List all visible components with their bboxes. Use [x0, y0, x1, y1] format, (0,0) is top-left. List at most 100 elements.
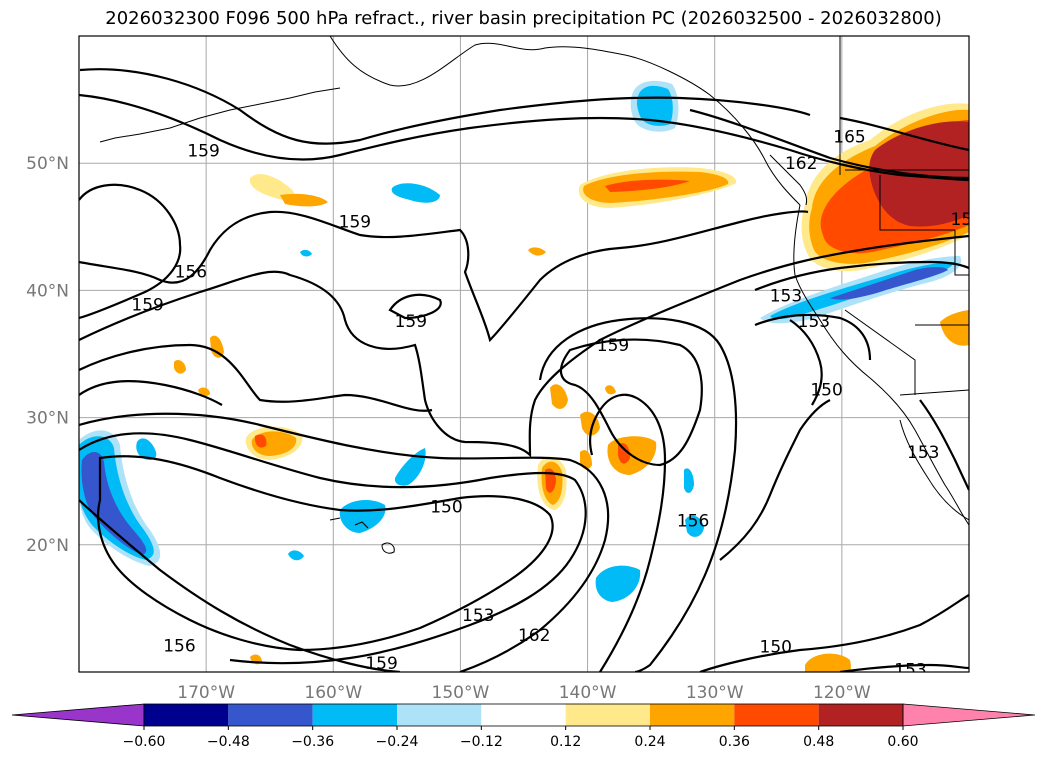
refractivity-contours [79, 68, 969, 672]
contour-162-a [689, 108, 969, 180]
shade-blob-blue-4 [339, 499, 386, 533]
colorbar-bin [228, 704, 313, 726]
colorbar-tick-label: 0.60 [887, 734, 918, 750]
contour-150-d [699, 594, 969, 672]
colorbar: −0.60 −0.48 −0.36 −0.24 −0.12 0.12 0.24 0.36 0.4… [11, 703, 1036, 750]
contour-label: 153 [462, 606, 494, 626]
lon-tick-label: 170°W [177, 683, 235, 703]
contour-label: 159 [365, 654, 397, 674]
coast-hawaii-1 [329, 517, 341, 521]
shade-blob-blue-6 [684, 468, 694, 493]
contour-159-c [79, 210, 809, 343]
coast-vancouver [769, 154, 808, 206]
shade-blob-orange-16 [805, 653, 851, 672]
colorbar-tick-label: 0.12 [550, 734, 581, 750]
shade-blob-blue-9 [300, 249, 312, 257]
shade-blob-blue-5 [595, 565, 641, 602]
contour-label: 150 [810, 381, 842, 401]
lat-tick-label: 50°N [26, 154, 69, 174]
contour-156-a [79, 234, 969, 458]
shade-blob-red-4 [254, 434, 267, 448]
contour-label: 159 [187, 141, 219, 161]
shade-red-band [605, 179, 690, 192]
shade-dateline-medblue [81, 451, 147, 555]
contour-150-a [789, 319, 823, 406]
contour-label: 159 [395, 312, 427, 332]
colorbar-extend-high [902, 703, 1036, 727]
contour-162-b [79, 68, 811, 145]
lon-tick-label: 130°W [686, 683, 744, 703]
colorbar-bin [481, 704, 566, 726]
contour-label: 165 [833, 127, 865, 147]
shade-blob-blue-8 [288, 550, 304, 561]
contour-label: 162 [518, 626, 550, 646]
shade-blob-blue-7 [685, 515, 704, 537]
contour-label: 153 [894, 660, 926, 680]
contour-153-a [79, 380, 223, 406]
shade-small-blue-1 [136, 438, 157, 460]
shade-pnw-darkred [869, 121, 969, 227]
contour-153-c [754, 260, 969, 292]
shade-blob-blue-2 [391, 183, 440, 203]
colorbar-bin [565, 704, 650, 726]
lon-tick-label: 140°W [559, 683, 617, 703]
contour-label: 153 [798, 312, 830, 332]
shade-blob-orange-18 [605, 385, 616, 395]
contour-150-c [97, 455, 554, 652]
contour-label: 159 [597, 336, 629, 356]
map-frame [78, 35, 970, 673]
shade-ca-medblue [830, 267, 948, 300]
coast-state-border-2 [879, 175, 955, 231]
colorbar-tick-label: 0.36 [719, 734, 750, 750]
coast-state-border-5 [844, 309, 916, 395]
map-title: 2026032300 F096 500 hPa refract., river … [105, 8, 942, 29]
contour-156-b [79, 343, 433, 412]
coast-hawaii-2 [354, 521, 369, 529]
coast-mex-border [899, 389, 969, 396]
coastlines [99, 36, 969, 554]
colorbar-bin [144, 704, 229, 726]
contour-153-b [754, 313, 872, 361]
coast-alaska [329, 36, 801, 206]
axis-tick-labels: 50°N 40°N 30°N 20°N 170°W 160°W 150°W 140°W 130°… [26, 154, 871, 703]
contour-156-d [79, 412, 610, 672]
contour-label: 159 [339, 213, 371, 233]
contour-label: 15 [951, 210, 973, 230]
colorbar-tick-label: −0.12 [460, 734, 503, 750]
contour-label: 156 [163, 636, 195, 656]
contour-label: 153 [770, 286, 802, 306]
coast-aleutians [99, 87, 341, 143]
lat-tick-label: 20°N [26, 536, 69, 556]
contour-156-e [719, 399, 831, 561]
contour-153-f [839, 663, 969, 672]
contour-label: 162 [785, 154, 817, 174]
shade-blob-orange-14 [528, 247, 546, 256]
shade-blob-orange-10 [580, 450, 592, 470]
colorbar-bin [734, 704, 819, 726]
precipitation-shading [79, 80, 969, 672]
lat-tick-label: 40°N [26, 281, 69, 301]
coast-state-border-4 [954, 230, 969, 276]
contour-label: 159 [131, 295, 163, 315]
contour-156-c [538, 317, 738, 672]
colorbar-tick-label: −0.48 [207, 734, 250, 750]
coast-baja [899, 419, 969, 521]
contour-162-c [589, 393, 667, 672]
shade-blob-orange-1 [249, 174, 295, 200]
lat-tick-label: 30°N [26, 409, 69, 429]
contour-label: 153 [907, 443, 939, 463]
shade-blob-orange-12 [174, 359, 186, 374]
contour-label: 156 [677, 512, 709, 532]
colorbar-tick-label: 0.48 [803, 734, 834, 750]
lon-tick-label: 120°W [813, 683, 871, 703]
shade-blob-red-7 [618, 443, 630, 464]
shade-blob-orange-11 [210, 335, 224, 358]
shade-blob-orange-2 [280, 193, 328, 207]
colorbar-bin [312, 704, 397, 726]
contour-159-d [388, 293, 442, 320]
colorbar-tick-label: 0.24 [634, 734, 665, 750]
contour-153-d [919, 399, 969, 491]
coast-west-us [793, 204, 969, 526]
contour-165 [839, 116, 969, 152]
